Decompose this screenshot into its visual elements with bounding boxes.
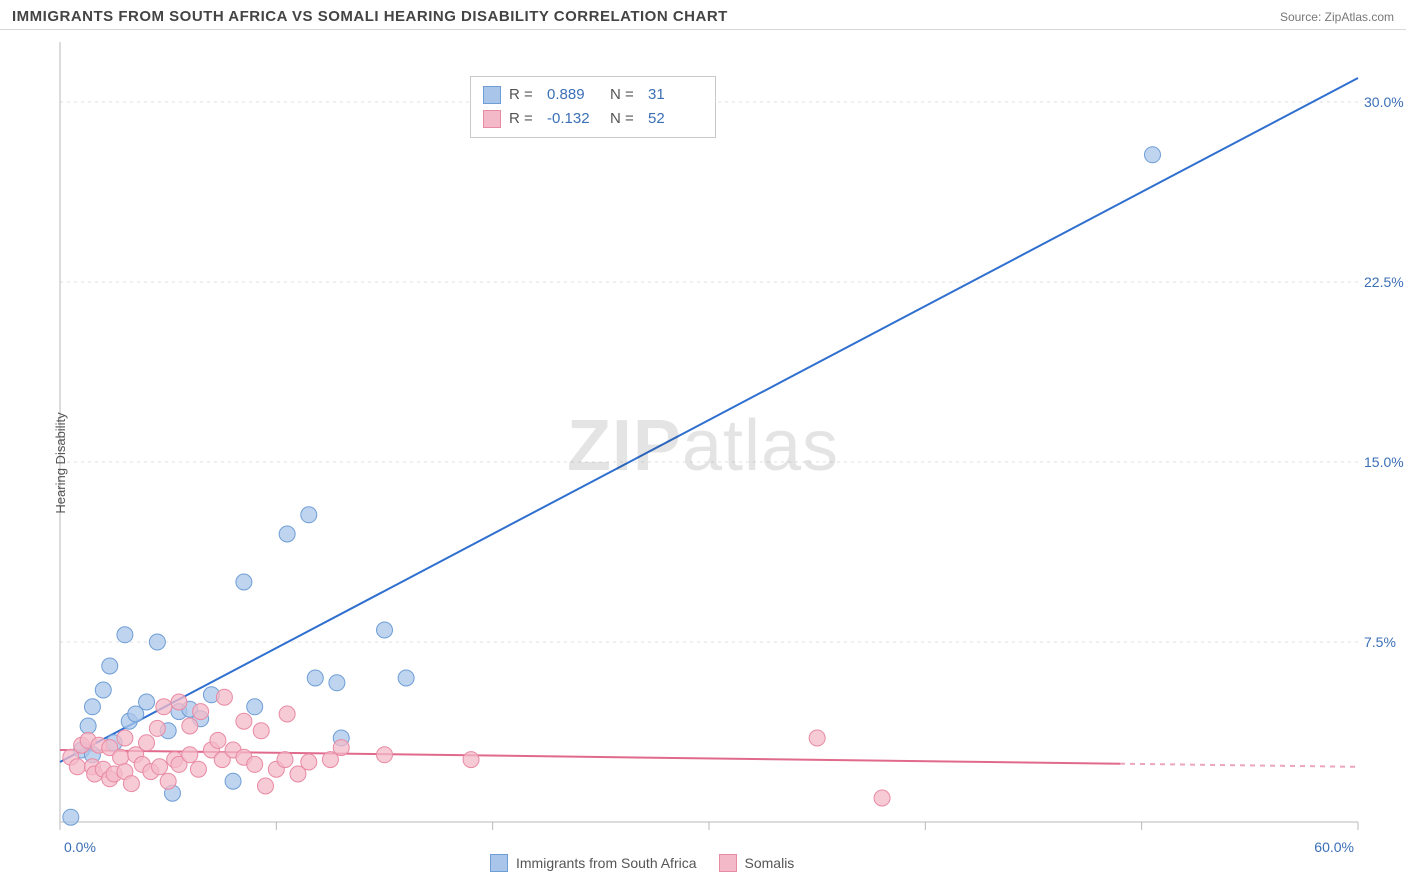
chart-area: Hearing Disability 7.5% 15.0% 22.5% 30.0% 0.… — [0, 34, 1406, 892]
y-axis-label: Hearing Disability — [53, 412, 68, 513]
svg-text:15.0%: 15.0% — [1364, 454, 1404, 470]
legend-r-value: -0.132 — [547, 107, 602, 131]
legend-series-item: Somalis — [719, 854, 795, 872]
chart-source: Source: ZipAtlas.com — [1280, 10, 1394, 24]
chart-title: IMMIGRANTS FROM SOUTH AFRICA VS SOMALI H… — [12, 8, 728, 25]
legend-series-item: Immigrants from South Africa — [490, 854, 697, 872]
series-legend: Immigrants from South Africa Somalis — [490, 854, 794, 872]
legend-correlation-row: R = 0.889 N = 31 — [483, 83, 703, 107]
scatter-plot-svg: 7.5% 15.0% 22.5% 30.0% 0.0% 60.0% — [0, 34, 1406, 892]
legend-correlation-row: R = -0.132 N = 52 — [483, 107, 703, 131]
svg-text:7.5%: 7.5% — [1364, 634, 1396, 650]
svg-text:60.0%: 60.0% — [1314, 839, 1354, 855]
legend-swatch-icon — [483, 86, 501, 104]
svg-text:0.0%: 0.0% — [64, 839, 96, 855]
legend-swatch-icon — [483, 110, 501, 128]
legend-n-value: 31 — [648, 83, 703, 107]
legend-swatch-icon — [719, 854, 737, 872]
legend-series-name: Somalis — [745, 855, 795, 871]
legend-n-value: 52 — [648, 107, 703, 131]
correlation-legend: R = 0.889 N = 31 R = -0.132 N = 52 — [470, 76, 716, 138]
legend-r-label: R = — [509, 83, 539, 107]
legend-n-label: N = — [610, 83, 640, 107]
legend-r-label: R = — [509, 107, 539, 131]
svg-text:30.0%: 30.0% — [1364, 94, 1404, 110]
svg-text:22.5%: 22.5% — [1364, 274, 1404, 290]
chart-header: IMMIGRANTS FROM SOUTH AFRICA VS SOMALI H… — [0, 0, 1406, 30]
legend-n-label: N = — [610, 107, 640, 131]
legend-r-value: 0.889 — [547, 83, 602, 107]
legend-series-name: Immigrants from South Africa — [516, 855, 697, 871]
legend-swatch-icon — [490, 854, 508, 872]
